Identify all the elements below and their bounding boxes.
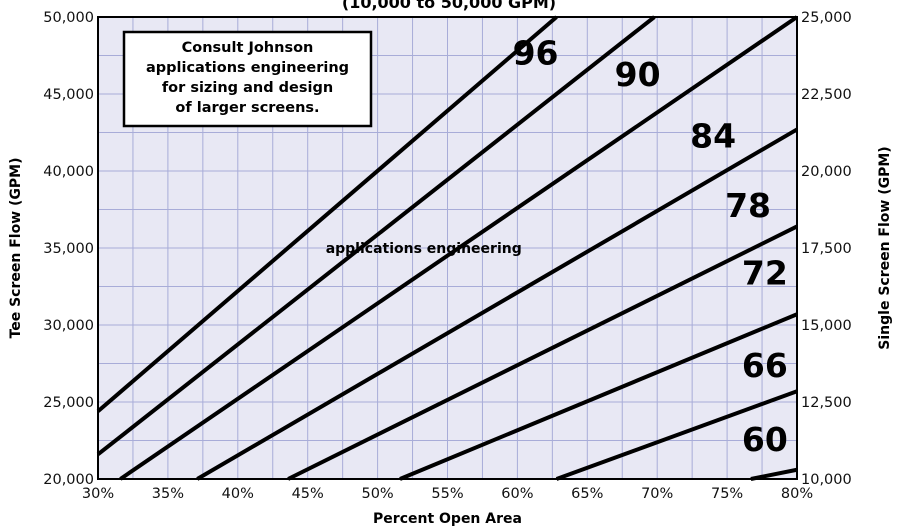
- note-line: of larger screens.: [175, 100, 319, 116]
- x-tick-label: 65%: [571, 486, 603, 502]
- right-y-tick-label: 20,000: [801, 164, 852, 180]
- plot-frame: [97, 16, 798, 480]
- flow-curve-66: [399, 312, 798, 481]
- x-tick-label: 40%: [222, 486, 254, 502]
- left-y-axis-ticks: 20,000 25,000 30,000 35,000 40,000 45,000 50,0…: [43, 10, 94, 488]
- right-y-tick-label: 10,000: [801, 472, 852, 488]
- right-y-axis-title: Single Screen Flow (GPM): [877, 146, 893, 349]
- x-tick-label: 55%: [431, 486, 463, 502]
- flow-curve-unlabeled: [750, 467, 798, 481]
- flow-curve-84: [119, 15, 799, 481]
- x-tick-label: 30%: [82, 486, 114, 502]
- left-y-tick-label: 30,000: [43, 318, 94, 334]
- curve-label-66: 66: [742, 346, 788, 385]
- note-box-frame: [122, 30, 373, 128]
- chart-title: (10,000 to 50,000 GPM): [342, 0, 556, 12]
- left-y-tick-label: 25,000: [43, 395, 94, 411]
- left-y-tick-label: 40,000: [43, 164, 94, 180]
- curve-label-96: 96: [513, 33, 559, 72]
- left-y-tick-label: 35,000: [43, 241, 94, 257]
- x-axis-title: Percent Open Area: [373, 511, 522, 527]
- x-tick-label: 35%: [152, 486, 184, 502]
- x-tick-label: 75%: [711, 486, 743, 502]
- flow-curves: [96, 15, 799, 481]
- curve-labels: 96 90 84 78 72 66 60: [513, 33, 788, 459]
- chart-annotation: applications engineering: [326, 241, 522, 257]
- curve-label-78: 78: [725, 186, 771, 225]
- left-y-axis-title: Tee Screen Flow (GPM): [8, 158, 24, 339]
- flow-curve-90: [96, 15, 656, 456]
- flow-curve-72: [287, 224, 798, 481]
- curve-label-72: 72: [742, 254, 788, 293]
- x-tick-label: 45%: [292, 486, 324, 502]
- left-y-tick-label: 20,000: [43, 472, 94, 488]
- x-axis-ticks: 30% 35% 40% 45% 50% 55% 60% 65% 70% 75% 80%: [82, 486, 813, 502]
- note-line: applications engineering: [146, 60, 349, 76]
- right-y-tick-label: 22,500: [801, 87, 852, 103]
- flow-curve-60: [555, 389, 798, 481]
- right-y-tick-label: 15,000: [801, 318, 852, 334]
- left-y-tick-label: 50,000: [43, 10, 94, 26]
- x-tick-label: 60%: [501, 486, 533, 502]
- flow-curve-96: [96, 15, 558, 413]
- flow-curve-78: [196, 127, 799, 481]
- curve-label-84: 84: [690, 117, 736, 156]
- note-box: Consult Johnson applications engineering…: [122, 30, 373, 128]
- note-line: for sizing and design: [162, 80, 333, 96]
- curve-label-90: 90: [615, 55, 661, 94]
- x-tick-label: 80%: [781, 486, 813, 502]
- left-y-tick-label: 45,000: [43, 87, 94, 103]
- right-y-tick-label: 12,500: [801, 395, 852, 411]
- x-tick-label: 70%: [641, 486, 673, 502]
- curve-label-60: 60: [742, 420, 788, 459]
- x-tick-label: 50%: [361, 486, 393, 502]
- right-y-axis-ticks: 10,000 12,500 15,000 17,500 20,000 22,500 25,0…: [801, 10, 852, 488]
- note-line: Consult Johnson: [182, 40, 314, 56]
- right-y-tick-label: 25,000: [801, 10, 852, 26]
- right-y-tick-label: 17,500: [801, 241, 852, 257]
